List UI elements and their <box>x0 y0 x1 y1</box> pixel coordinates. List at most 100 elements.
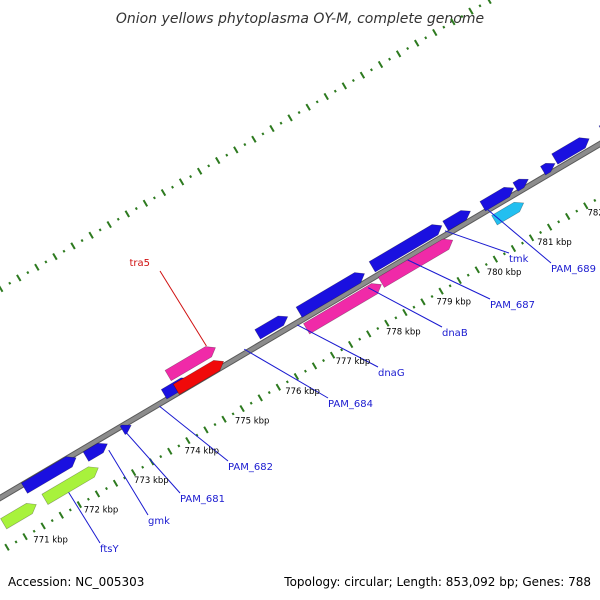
kbp-label: 772 kbp <box>84 506 119 516</box>
outer-tick <box>34 263 40 271</box>
inner-tick <box>285 380 289 384</box>
outer-tick <box>124 210 130 218</box>
outer-tick <box>88 231 94 239</box>
inner-tick <box>430 294 434 299</box>
kbp-position-labels: 771 kbp 772 kbp 773 kbp 774 kbp 775 kbp 776 k… <box>33 208 600 545</box>
inner-tick <box>402 308 408 317</box>
leader-line <box>297 324 379 368</box>
outer-tick <box>478 4 482 8</box>
gene-label[interactable]: PAM_689 <box>551 264 596 275</box>
gene-label[interactable]: PAM_681 <box>180 494 225 505</box>
inner-tick <box>420 298 426 306</box>
gene-label[interactable]: PAM_682 <box>228 462 273 473</box>
inner-tick <box>384 319 390 327</box>
inner-tick <box>565 212 571 221</box>
inner-tick <box>412 305 416 309</box>
outer-tick <box>395 50 402 58</box>
inner-tick <box>32 529 36 533</box>
inner-tick <box>546 223 553 231</box>
kbp-label: 771 kbp <box>33 535 68 545</box>
outer-tick <box>450 18 456 26</box>
outer-tick <box>106 220 112 229</box>
inner-tick <box>257 394 263 402</box>
outer-tick <box>388 57 392 61</box>
inner-tick <box>593 198 597 203</box>
gene-label[interactable]: ftsY <box>100 544 119 555</box>
outer-tick <box>189 175 193 179</box>
outer-tick <box>70 242 76 250</box>
outer-tick <box>333 89 337 93</box>
gene-label[interactable]: PAM_684 <box>328 399 373 410</box>
page-title: Onion yellows phytoplasma OY-M, complete… <box>116 11 484 27</box>
inner-tick <box>249 401 253 405</box>
outer-tick <box>341 82 348 90</box>
inner-tick <box>492 255 499 263</box>
kbp-label: 773 kbp <box>134 476 169 486</box>
outer-tick <box>116 217 120 221</box>
gene-label[interactable]: dnaB <box>442 328 468 339</box>
inner-tick <box>4 543 10 551</box>
inner-tick <box>221 415 227 423</box>
kbp-label: 779 kbp <box>436 298 471 308</box>
accession-label: Accession: NC_005303 <box>8 575 144 589</box>
blue-gene-arrow <box>295 272 365 318</box>
outer-tick <box>315 100 319 104</box>
inner-tick <box>185 436 191 445</box>
inner-tick <box>293 372 300 381</box>
outer-tick <box>323 92 329 101</box>
outer-tick <box>413 39 420 47</box>
gene-label[interactable]: tra5 <box>129 258 150 269</box>
inner-tick <box>456 276 462 285</box>
outer-tick <box>261 132 265 136</box>
outer-tick <box>377 60 384 69</box>
gene-label[interactable]: PAM_687 <box>490 300 535 311</box>
inner-tick <box>112 479 119 487</box>
leader-line <box>486 208 552 264</box>
inner-tick <box>141 465 145 469</box>
inner-tick <box>340 348 344 352</box>
outer-tick <box>171 185 174 189</box>
inner-tick <box>376 326 380 331</box>
outer-tick <box>233 146 239 154</box>
outer-tick <box>142 199 149 207</box>
kbp-label: 777 kbp <box>336 357 371 367</box>
inner-tick <box>539 230 543 235</box>
green-gene-arrow <box>0 503 37 530</box>
blue-gene-arrow <box>512 178 529 192</box>
outer-tick <box>251 135 257 143</box>
inner-tick <box>329 351 336 359</box>
inner-tick <box>347 340 354 349</box>
outer-tick <box>152 196 156 200</box>
outer-tick <box>52 252 58 261</box>
outer-tick <box>196 167 203 175</box>
inner-tick <box>76 500 83 509</box>
gene-label[interactable]: gmk <box>148 516 170 527</box>
outer-tick <box>432 28 438 37</box>
blue-gene-arrow <box>551 137 590 165</box>
outer-tick <box>225 153 229 157</box>
inner-tick <box>358 337 362 341</box>
kbp-label: 782 kbp <box>588 208 600 218</box>
outer-tick <box>305 103 311 111</box>
green-gene-arrow <box>41 466 99 505</box>
inner-tick <box>14 540 18 544</box>
inner-tick <box>466 273 470 277</box>
leader-line <box>367 287 443 328</box>
pink-gene-arrow <box>164 346 216 382</box>
inner-tick <box>438 287 444 295</box>
outer-tick <box>243 142 247 147</box>
inner-tick <box>50 519 54 523</box>
inner-tick <box>177 444 181 448</box>
blue-gene-arrow <box>82 442 108 462</box>
gene-label[interactable]: dnaG <box>378 368 405 379</box>
inner-tick <box>557 220 561 224</box>
outer-tick <box>80 239 84 243</box>
outer-tick <box>369 68 373 72</box>
genome-backbone <box>0 140 600 502</box>
inner-tick <box>303 369 307 373</box>
outer-tick <box>442 25 446 29</box>
gene-label[interactable]: tmk <box>509 254 529 265</box>
inner-tick <box>22 532 28 541</box>
outer-tick <box>215 156 221 165</box>
inner-tick <box>203 426 209 434</box>
